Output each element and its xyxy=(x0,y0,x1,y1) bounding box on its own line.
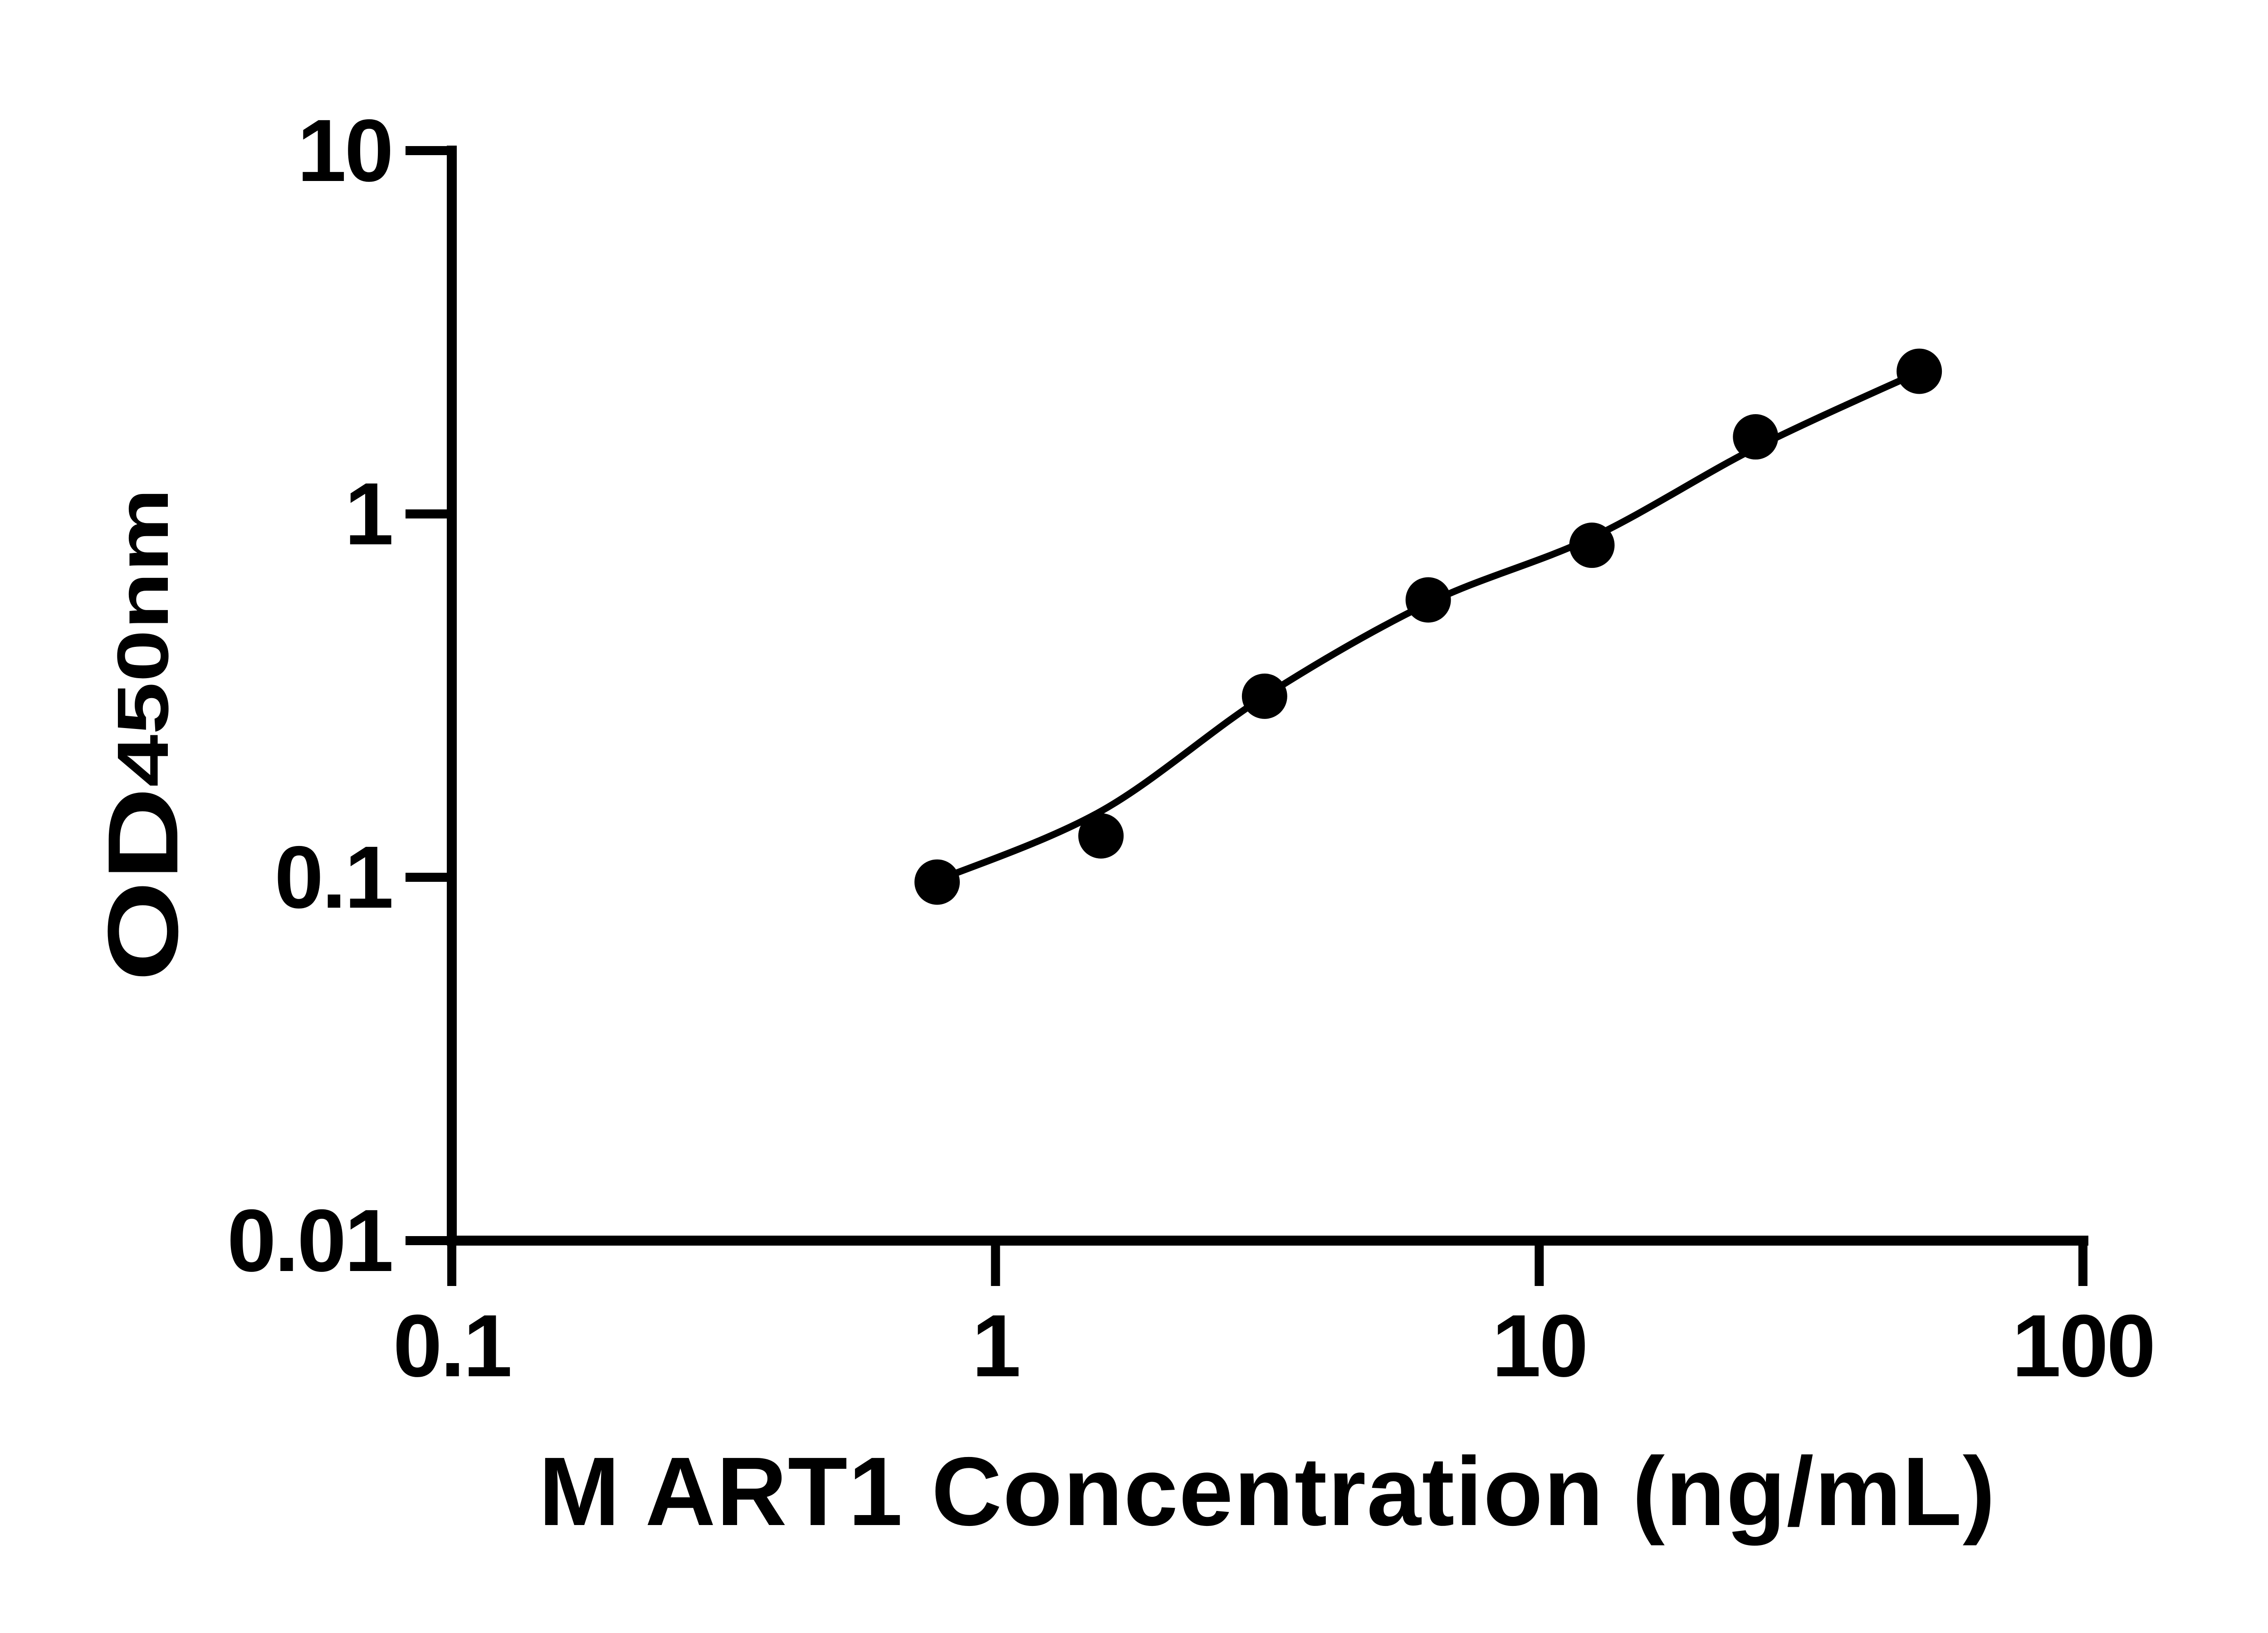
data-point xyxy=(1242,673,1287,719)
x-tick-label: 10 xyxy=(1491,1296,1589,1395)
y-tick-label: 10 xyxy=(297,101,394,200)
y-tick-label: 1 xyxy=(344,464,394,563)
x-tick-label: 1 xyxy=(972,1296,1021,1395)
data-point xyxy=(1897,348,1942,394)
x-axis-title: M ART1 Concentration (ng/mL) xyxy=(538,1437,1996,1546)
x-tick-label: 0.1 xyxy=(393,1296,512,1395)
data-point xyxy=(914,859,960,905)
data-point xyxy=(1733,414,1779,460)
y-tick-label: 0.1 xyxy=(274,828,394,927)
data-point xyxy=(1405,577,1451,623)
y-tick-label: 0.01 xyxy=(227,1191,394,1290)
data-point xyxy=(1078,813,1124,859)
x-tick-label: 100 xyxy=(2012,1296,2156,1395)
data-point xyxy=(1569,523,1615,568)
